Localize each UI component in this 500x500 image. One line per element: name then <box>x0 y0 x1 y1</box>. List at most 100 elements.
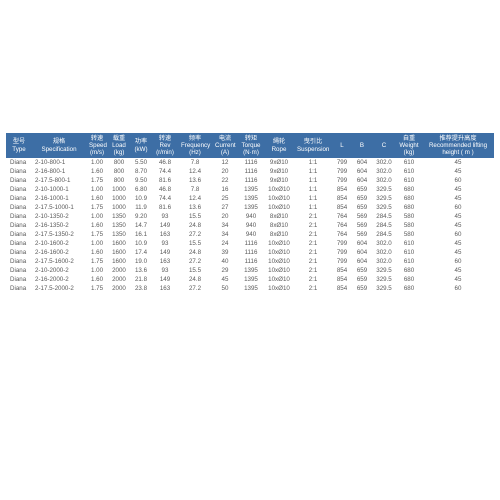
cell: 93 <box>152 212 178 221</box>
col-header-cn: 绳轮 <box>267 138 291 145</box>
cell: 569 <box>352 221 372 230</box>
table-row: Diana2-16-800-11.608008.7074.412.4201116… <box>6 167 494 176</box>
cell: Diana <box>6 194 32 203</box>
cell: 29 <box>212 266 238 275</box>
col-header-cn: 转矩 <box>241 135 261 142</box>
table-row: Diana2-16-1000-11.60100010.974.412.42513… <box>6 194 494 203</box>
cell: 1395 <box>238 194 264 203</box>
cell: 10xØ10 <box>264 185 294 194</box>
cell: 13.6 <box>178 203 212 212</box>
cell: 284.5 <box>372 212 396 221</box>
cell: 1116 <box>238 167 264 176</box>
cell: 1.75 <box>86 284 108 293</box>
cell: 659 <box>352 185 372 194</box>
cell: 1.00 <box>86 239 108 248</box>
cell: 60 <box>422 176 494 185</box>
cell: 329.5 <box>372 275 396 284</box>
cell: Diana <box>6 230 32 239</box>
cell: 1395 <box>238 266 264 275</box>
cell: 45 <box>422 266 494 275</box>
cell: 1.00 <box>86 212 108 221</box>
cell: 45 <box>422 158 494 167</box>
cell: 12 <box>212 158 238 167</box>
cell: 1116 <box>238 239 264 248</box>
cell: 1:1 <box>294 194 332 203</box>
cell: 302.0 <box>372 248 396 257</box>
cell: 329.5 <box>372 284 396 293</box>
col-header-cn: 功率 <box>133 138 149 145</box>
cell: 2-17.5-2000-2 <box>32 284 86 293</box>
cell: 93 <box>152 266 178 275</box>
cell: 2000 <box>108 266 130 275</box>
cell: 329.5 <box>372 185 396 194</box>
cell: 799 <box>332 158 352 167</box>
col-header-cn: 规格 <box>35 138 83 145</box>
cell: 1350 <box>108 212 130 221</box>
cell: 20 <box>212 167 238 176</box>
cell: Diana <box>6 248 32 257</box>
cell: 27 <box>212 203 238 212</box>
cell: 2-10-2000-2 <box>32 266 86 275</box>
cell: 569 <box>352 230 372 239</box>
col-header-en: Torque <box>241 142 261 149</box>
cell: 302.0 <box>372 167 396 176</box>
cell: 60 <box>422 257 494 266</box>
cell: 39 <box>212 248 238 257</box>
col-header-unit: (kg) <box>111 149 127 156</box>
cell: 1.60 <box>86 194 108 203</box>
cell: Diana <box>6 158 32 167</box>
cell: 2:1 <box>294 248 332 257</box>
col-header-cn: 载重 <box>111 135 127 142</box>
cell: 1.60 <box>86 248 108 257</box>
cell: 22 <box>212 176 238 185</box>
cell: 1000 <box>108 194 130 203</box>
cell: 2:1 <box>294 275 332 284</box>
cell: 604 <box>352 158 372 167</box>
col-header-en: Type <box>9 146 29 153</box>
cell: 2:1 <box>294 230 332 239</box>
cell: 15.5 <box>178 266 212 275</box>
spec-sheet: 型号Type规格Specification转速Speed(m/s)载重Load(… <box>0 127 500 373</box>
cell: 45 <box>422 167 494 176</box>
cell: 27.2 <box>178 284 212 293</box>
col-header-en: Rope <box>267 146 291 153</box>
col-header-13: C <box>372 133 396 158</box>
cell: 854 <box>332 284 352 293</box>
cell: 1.75 <box>86 203 108 212</box>
cell: 1.00 <box>86 266 108 275</box>
cell: Diana <box>6 257 32 266</box>
cell: 10xØ10 <box>264 194 294 203</box>
cell: 604 <box>352 167 372 176</box>
cell: 1:1 <box>294 167 332 176</box>
cell: 21.8 <box>130 275 152 284</box>
col-header-unit: (kg) <box>399 149 419 156</box>
cell: 284.5 <box>372 230 396 239</box>
cell: 34 <box>212 230 238 239</box>
cell: Diana <box>6 176 32 185</box>
cell: 7.8 <box>178 158 212 167</box>
cell: 1395 <box>238 203 264 212</box>
cell: 580 <box>396 230 422 239</box>
cell: 854 <box>332 203 352 212</box>
cell: 60 <box>422 203 494 212</box>
cell: 10xØ10 <box>264 275 294 284</box>
cell: 1000 <box>108 203 130 212</box>
cell: 24.8 <box>178 221 212 230</box>
cell: 659 <box>352 284 372 293</box>
table-row: Diana2-17.5-800-11.758009.5081.613.62211… <box>6 176 494 185</box>
cell: 1116 <box>238 248 264 257</box>
cell: 659 <box>352 266 372 275</box>
col-header-7: 电流Current(A) <box>212 133 238 158</box>
cell: 17.4 <box>130 248 152 257</box>
cell: 15.5 <box>178 239 212 248</box>
cell: 2-16-1600-2 <box>32 248 86 257</box>
cell: 20 <box>212 212 238 221</box>
col-header-en: L <box>335 142 349 149</box>
col-header-en: Specification <box>35 146 83 153</box>
cell: 604 <box>352 248 372 257</box>
cell: 610 <box>396 248 422 257</box>
col-header-en: Recommended lifting height ( m ) <box>425 142 491 156</box>
cell: 163 <box>152 230 178 239</box>
table-row: Diana2-16-1600-21.60160017.414924.839111… <box>6 248 494 257</box>
cell: 940 <box>238 212 264 221</box>
